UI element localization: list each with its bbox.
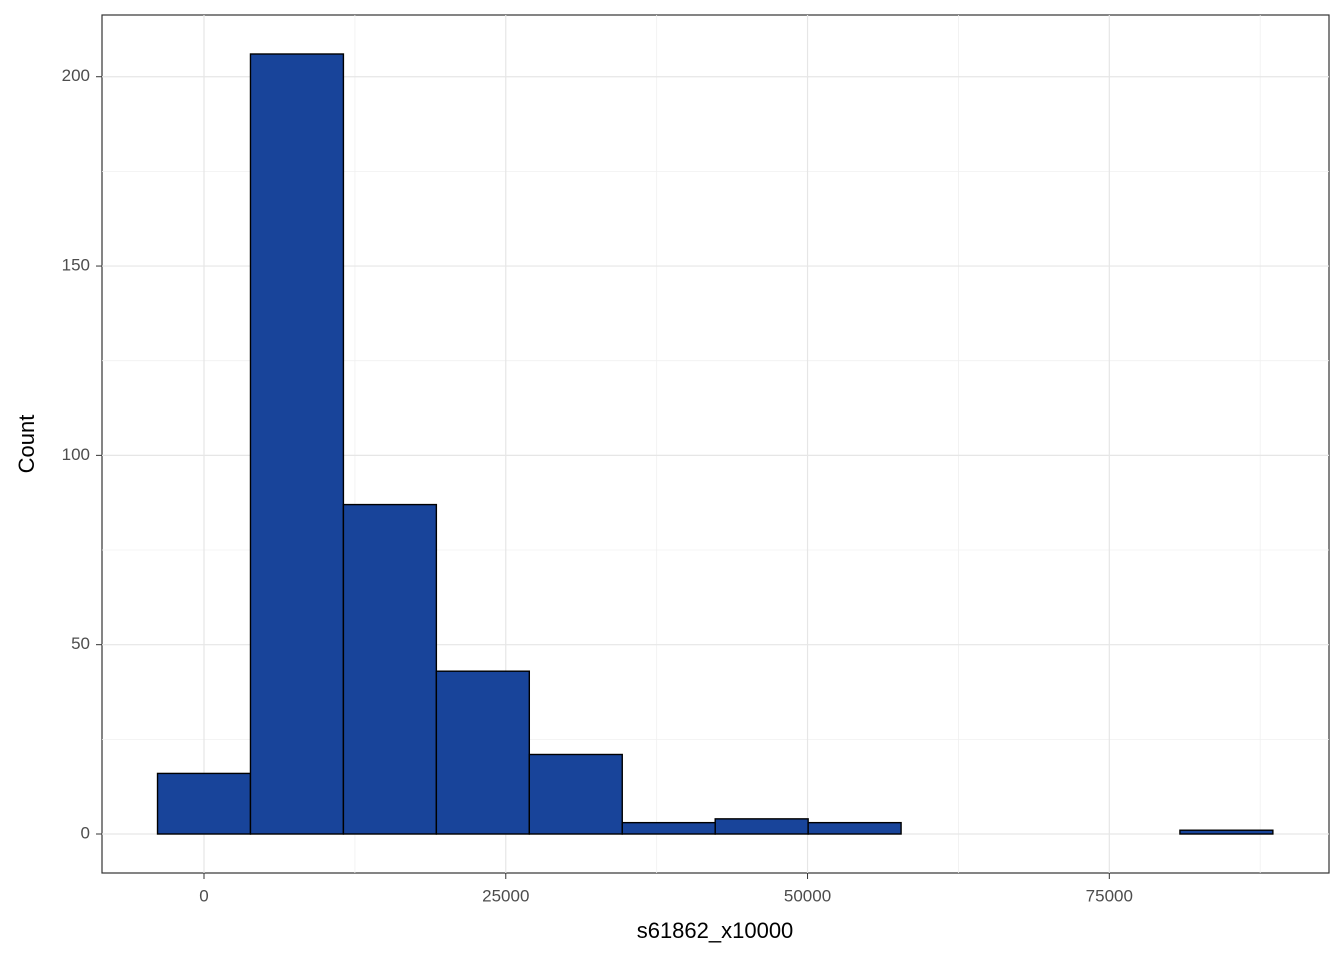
bar	[249, 53, 345, 835]
y-tick-label: 200	[62, 66, 90, 85]
bar	[807, 821, 902, 835]
x-tick-label: 75000	[1086, 886, 1133, 905]
bar	[1179, 829, 1274, 835]
y-tick-label: 150	[62, 256, 90, 275]
x-tick-label: 25000	[482, 886, 529, 905]
bar	[435, 670, 531, 835]
x-tick-label: 50000	[784, 886, 831, 905]
y-axis-title: Count	[14, 415, 39, 474]
x-tick-label: 0	[199, 886, 208, 905]
x-axis-title: s61862_x10000	[637, 918, 794, 943]
y-tick-label: 100	[62, 445, 90, 464]
bar	[156, 772, 252, 835]
bar	[621, 821, 716, 835]
bar	[342, 503, 438, 835]
y-tick-label: 0	[81, 823, 90, 842]
bar	[528, 753, 623, 835]
bar	[714, 818, 809, 835]
y-tick-label: 50	[71, 634, 90, 653]
